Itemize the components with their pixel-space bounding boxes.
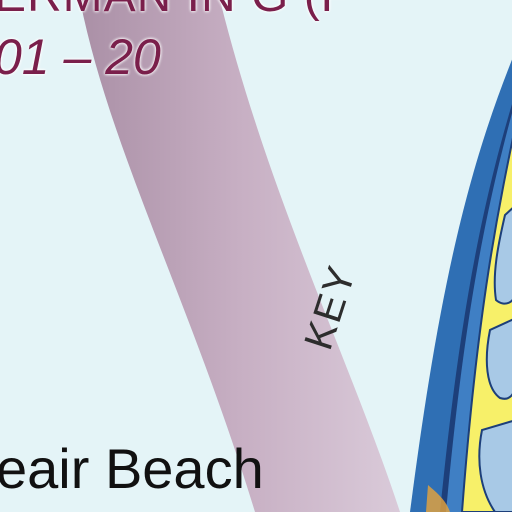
map-years: 01 – 20	[0, 29, 161, 85]
island-lake-2	[485, 318, 512, 400]
shaded-band	[80, 0, 400, 512]
beach-label: eair Beach	[0, 437, 264, 500]
island-land	[460, 137, 512, 512]
shoal	[426, 485, 450, 512]
island-lake-3	[478, 420, 512, 512]
map-title: ERMAN IN G (F	[0, 0, 351, 23]
island-lake-1	[493, 207, 512, 305]
